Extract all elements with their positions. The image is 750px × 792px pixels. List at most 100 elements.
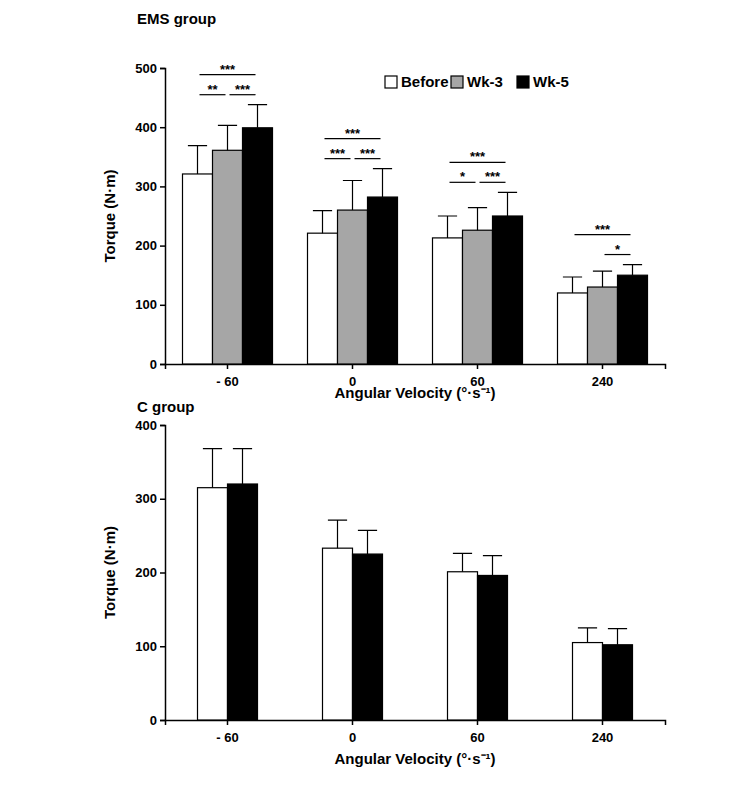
bar [243,128,273,364]
y-tick-mark [160,245,165,247]
error-bar [203,449,222,488]
significance-label: *** [235,82,251,97]
x-tick: - 60 [216,720,238,745]
significance-label: *** [220,62,236,77]
y-tick-label: 100 [135,297,157,312]
x-tick-mark [352,720,354,725]
x-tick-mark [352,364,354,369]
bar [463,230,493,364]
y-tick-mark [160,572,165,574]
error-bar [563,277,582,293]
error-bar [608,629,627,645]
chart-title: EMS group [137,10,216,27]
y-tick-label: 300 [135,179,157,194]
y-axis-title: Torque (N·m) [101,169,118,262]
significance-label: *** [330,146,346,161]
x-tick-mark [477,720,479,725]
error-bar [358,530,377,554]
y-tick-mark [160,364,165,366]
x-tick: - 60 [216,364,238,389]
legend-label: Wk-5 [533,73,569,90]
bar [433,238,463,364]
error-bar [468,208,487,230]
series [213,125,618,364]
bar [183,174,213,364]
bar [228,484,258,720]
significance-label: *** [360,146,376,161]
significance-label: * [615,242,621,257]
error-bar [313,211,332,233]
bar [368,197,398,364]
bar [573,643,603,720]
bar [308,233,338,364]
y-tick: 0 [150,357,165,372]
y-axis-title: Torque (N·m) [101,526,118,619]
bar [353,554,383,720]
y-tick: 0 [150,713,165,728]
x-tick-label: 240 [592,374,614,389]
y-tick: 400 [135,120,165,135]
chart-title: C group [137,398,195,415]
y-tick-label: 200 [135,238,157,253]
significance-label: ** [207,82,218,97]
x-tick-mark [602,364,604,369]
plot-area [183,105,648,364]
x-tick: 240 [592,720,614,745]
y-axis-line [160,69,166,365]
y-tick-mark [160,127,165,129]
significance-label: *** [485,169,501,184]
bar [478,575,508,720]
error-bar [438,216,457,238]
bar [493,216,523,364]
y-axis: 0 100 200 300 400 500 [135,61,165,372]
x-axis-title: Angular Velocity (°·s⁻¹) [334,384,495,401]
error-bar [578,628,597,643]
legend-swatch [517,76,529,88]
y-tick-mark [160,68,165,70]
significance-label: *** [595,222,611,237]
y-tick: 300 [135,491,165,506]
x-tick-mark [602,720,604,725]
y-tick-label: 400 [135,120,157,135]
error-bar [453,553,472,571]
bar [588,287,618,364]
x-axis-line [166,365,666,370]
bar [213,150,243,364]
error-bar [188,146,207,174]
plot-area [198,449,633,720]
y-axis: 0100200300400 [135,418,165,728]
x-axis: - 60 0 60 240 [166,720,666,745]
y-tick: 100 [135,639,165,654]
y-tick: 300 [135,179,165,194]
y-tick-label: 0 [150,357,157,372]
error-bar [623,265,642,276]
bar [448,572,478,720]
y-tick: 200 [135,238,165,253]
y-axis-line [160,426,166,721]
error-bar [373,169,392,197]
legend-label: Wk-3 [467,73,503,90]
error-bar [593,271,612,287]
chart: 0100200300400500- 60060240**************… [101,10,666,401]
x-tick-label: - 60 [216,374,238,389]
y-tick-mark [160,499,165,501]
y-tick: 400 [135,418,165,433]
x-tick: 0 [349,720,356,745]
y-tick-mark [160,425,165,427]
annotations: **************************** [200,62,631,257]
bar [338,210,368,364]
y-tick-label: 100 [135,639,157,654]
x-tick-label: 240 [592,730,614,745]
error-bar [343,180,362,210]
x-axis-line [166,721,666,726]
error-bar [483,556,502,576]
x-tick-mark [227,720,229,725]
error-bar [328,520,347,548]
legend-label: Before [401,73,449,90]
legend: Before Wk-3 Wk-5 [385,73,569,90]
x-tick-label: 60 [470,730,484,745]
error-bar [218,125,237,150]
error-bar [498,192,517,216]
y-tick-label: 500 [135,61,157,76]
y-tick-label: 0 [150,713,157,728]
